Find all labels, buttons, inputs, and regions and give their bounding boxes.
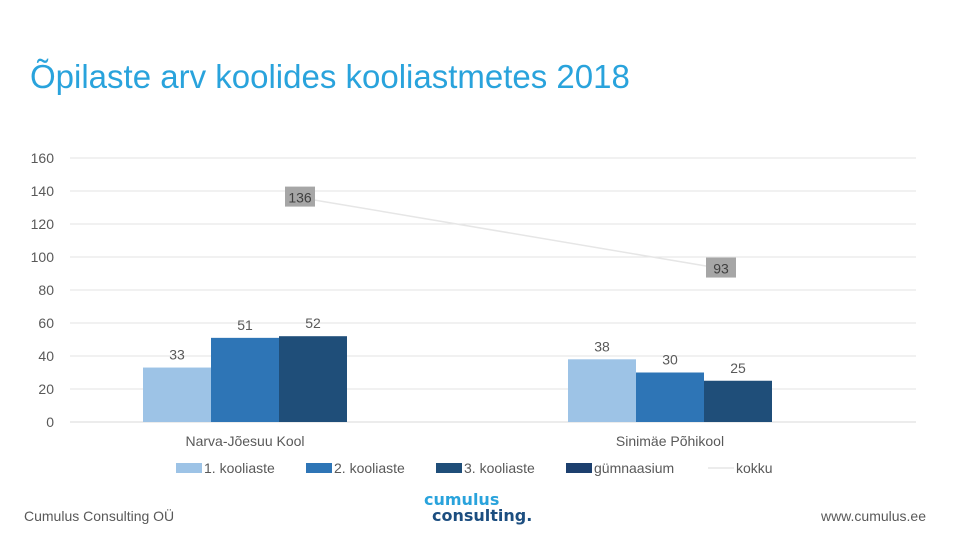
y-tick-label: 80 — [38, 282, 54, 298]
logo-line-1: cumulus — [424, 490, 500, 509]
bar-data-label: 38 — [594, 338, 610, 354]
legend-swatch — [436, 463, 462, 473]
legend-label: 1. kooliaste — [204, 460, 275, 476]
footer-website[interactable]: www.cumulus.ee — [820, 508, 926, 524]
y-tick-label: 0 — [46, 414, 54, 430]
footer-company: Cumulus Consulting OÜ — [24, 508, 175, 524]
bar-data-label: 33 — [169, 347, 185, 363]
logo-line-2: consulting. — [432, 506, 533, 525]
legend-swatch — [176, 463, 202, 473]
y-tick-label: 140 — [31, 183, 55, 199]
legend-label: kokku — [736, 460, 773, 476]
bar-data-label: 25 — [730, 360, 746, 376]
legend-label: 2. kooliaste — [334, 460, 405, 476]
total-line — [299, 196, 722, 270]
bar-3-kooliaste — [704, 380, 772, 422]
bar-data-label: 52 — [305, 315, 321, 331]
y-tick-label: 60 — [38, 315, 54, 331]
legend-swatch — [306, 463, 332, 473]
legend-label: gümnaasium — [594, 460, 674, 476]
y-tick-label: 120 — [31, 216, 55, 232]
bar-2-kooliaste — [211, 337, 279, 422]
bar-data-label: 30 — [662, 352, 678, 368]
category-label: Sinimäe Põhikool — [616, 433, 724, 449]
total-data-label: 93 — [713, 261, 729, 277]
total-data-label: 136 — [288, 190, 312, 206]
slide-title: Õpilaste arv koolides kooliastmetes 2018 — [30, 58, 630, 95]
bar-1-kooliaste — [568, 359, 636, 422]
bar-data-label: 51 — [237, 317, 253, 333]
y-tick-label: 160 — [31, 150, 55, 166]
y-tick-label: 20 — [38, 381, 54, 397]
total-label-box — [706, 257, 736, 278]
bar-3-kooliaste — [279, 336, 347, 422]
total-label-box — [285, 186, 315, 207]
legend-swatch — [566, 463, 592, 473]
bar-1-kooliaste — [143, 367, 211, 422]
y-tick-label: 40 — [38, 348, 54, 364]
category-label: Narva-Jõesuu Kool — [185, 433, 304, 449]
legend-label: 3. kooliaste — [464, 460, 535, 476]
bar-2-kooliaste — [636, 372, 704, 422]
y-tick-label: 100 — [31, 249, 55, 265]
cumulus-logo: cumulus consulting. — [422, 492, 532, 524]
